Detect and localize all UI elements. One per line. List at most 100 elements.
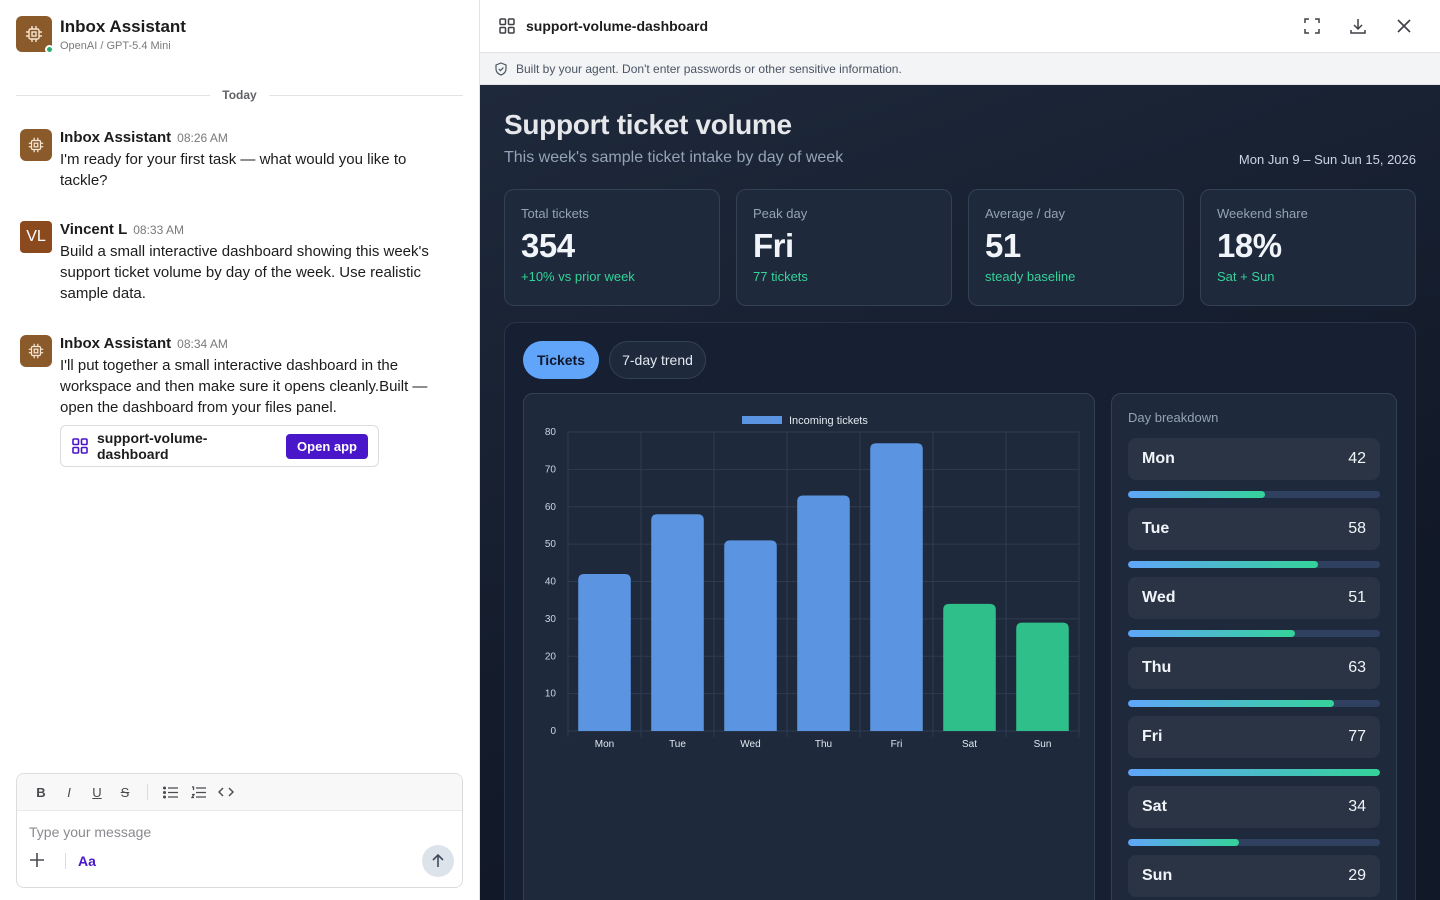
legend-label: Incoming tickets: [789, 415, 868, 427]
message: Inbox Assistant 08:34 AM I'll put togethe…: [20, 335, 450, 418]
assistant-avatar: [20, 335, 52, 367]
x-tick-label: Tue: [669, 739, 686, 750]
bar-sun[interactable]: [1016, 622, 1069, 731]
breakdown-row-box[interactable]: Sat 34: [1128, 785, 1380, 828]
assistant-avatar: [16, 16, 52, 52]
text-format-toggle[interactable]: Aa: [65, 853, 96, 869]
bar-mon[interactable]: [578, 574, 631, 731]
breakdown-row-mon[interactable]: Mon 42: [1128, 438, 1380, 498]
message-author[interactable]: Inbox Assistant: [60, 335, 172, 352]
kpi-card-total: Total tickets 354 +10% vs prior week: [504, 189, 720, 306]
bar-wed[interactable]: [724, 540, 777, 731]
breakdown-row-box[interactable]: Sun 29: [1128, 855, 1380, 897]
breakdown-progress-track: [1128, 491, 1380, 498]
dashboard: Support ticket volume This week's sample…: [480, 85, 1440, 900]
x-tick-label: Wed: [740, 739, 760, 750]
breakdown-day: Tue: [1142, 519, 1170, 537]
bar-tue[interactable]: [651, 514, 704, 731]
message-input[interactable]: Type your message: [29, 824, 152, 840]
breakdown-progress-fill: [1128, 560, 1318, 568]
download-button[interactable]: [1340, 17, 1376, 35]
breakdown-row-fri[interactable]: Fri 77: [1128, 716, 1380, 776]
x-tick-label: Sun: [1034, 739, 1052, 750]
expand-icon: [1304, 18, 1320, 34]
app-attachment-card[interactable]: support-volume-dashboard Open app: [60, 425, 379, 467]
user-avatar[interactable]: VL: [20, 221, 52, 253]
bold-button[interactable]: B: [36, 784, 46, 800]
kpi-value: 18%: [1217, 227, 1282, 264]
date-divider: Today: [16, 86, 464, 104]
send-button[interactable]: [422, 845, 454, 877]
y-tick-label: 20: [545, 651, 557, 662]
breakdown-row-thu[interactable]: Thu 63: [1128, 646, 1380, 707]
breakdown-progress-track: [1128, 699, 1380, 707]
breakdown-progress-fill: [1128, 699, 1335, 707]
close-button[interactable]: [1386, 19, 1422, 33]
bulleted-list-button[interactable]: [158, 780, 182, 804]
breakdown-day: Thu: [1142, 658, 1172, 676]
kpi-label: Weekend share: [1217, 206, 1308, 221]
message-author[interactable]: Vincent L: [60, 221, 128, 238]
breakdown-row-box[interactable]: Thu 63: [1128, 646, 1380, 689]
breakdown-row-box[interactable]: Mon 42: [1128, 438, 1380, 480]
date-range: Mon Jun 9 – Sun Jun 15, 2026: [1238, 152, 1416, 167]
x-tick-label: Fri: [891, 739, 903, 750]
kpi-sub: 77 tickets: [753, 269, 808, 284]
assistant-avatar: [20, 129, 52, 161]
message-text: I'll put together a small interactive da…: [60, 357, 428, 416]
online-status-dot: [45, 45, 54, 54]
chat-panel: Inbox Assistant OpenAI / GPT-5.4 Mini To…: [0, 0, 480, 900]
bar-chart[interactable]: 0 10 20 30 40 50 60 70 80 Incoming tickets Mon Tue W…: [524, 394, 1096, 900]
breakdown-row-box[interactable]: Tue 58: [1128, 507, 1380, 550]
italic-button[interactable]: I: [67, 784, 71, 800]
dashboard-subtitle: This week's sample ticket intake by day …: [504, 149, 844, 166]
strikethrough-button[interactable]: S: [120, 784, 130, 800]
chat-header: Inbox Assistant OpenAI / GPT-5.4 Mini: [16, 16, 186, 54]
breakdown-row-sun[interactable]: Sun 29: [1128, 855, 1380, 900]
breakdown-row-box[interactable]: Fri 77: [1128, 716, 1380, 758]
breakdown-row-sat[interactable]: Sat 34: [1128, 785, 1380, 846]
bar-fri[interactable]: [870, 443, 923, 731]
dashboard-title: Support ticket volume: [504, 109, 792, 140]
breakdown-progress-track: [1128, 769, 1380, 776]
breakdown-row-box[interactable]: Wed 51: [1128, 577, 1380, 619]
breakdown-value: 77: [1348, 728, 1366, 745]
breakdown-progress-fill: [1128, 491, 1266, 498]
numbered-list-button[interactable]: [186, 780, 210, 804]
kpi-card-average: Average / day 51 steady baseline: [968, 189, 1184, 306]
fullscreen-button[interactable]: [1294, 17, 1330, 35]
security-notice: Built by your agent. Don't enter passwor…: [480, 53, 1440, 85]
kpi-sub: Sat + Sun: [1217, 269, 1275, 284]
plus-icon: [30, 853, 44, 867]
chip-icon: [26, 26, 42, 42]
y-tick-label: 10: [545, 689, 557, 700]
open-app-button[interactable]: Open app: [286, 433, 368, 459]
kpi-label: Peak day: [753, 206, 808, 221]
panel-file-name: support-volume-dashboard: [526, 18, 709, 34]
notice-text: Built by your agent. Don't enter passwor…: [516, 61, 902, 76]
app-name: support-volume-dashboard: [97, 430, 208, 462]
kpi-label: Total tickets: [521, 206, 589, 221]
breakdown-value: 51: [1348, 589, 1366, 606]
tab-tickets[interactable]: Tickets: [523, 341, 599, 379]
y-tick-label: 40: [545, 577, 557, 588]
bar-thu[interactable]: [797, 495, 850, 731]
breakdown-day: Sat: [1142, 797, 1167, 815]
message-composer: B I U S Type your message: [16, 773, 463, 888]
underline-button[interactable]: U: [92, 784, 102, 800]
message: VL Vincent L 08:33 AM Build a small inter…: [20, 221, 450, 304]
tab-7-day-trend[interactable]: 7-day trend: [609, 341, 706, 379]
breakdown-row-tue[interactable]: Tue 58: [1128, 507, 1380, 568]
bar-sat[interactable]: [943, 603, 996, 731]
kpi-label: Average / day: [985, 206, 1065, 221]
add-attachment-button[interactable]: [29, 850, 51, 872]
breakdown-row-wed[interactable]: Wed 51: [1128, 577, 1380, 637]
close-icon: [1397, 19, 1411, 33]
x-tick-label: Mon: [595, 739, 614, 750]
code-button[interactable]: [214, 780, 238, 804]
legend-swatch: [742, 416, 782, 424]
breakdown-progress-track: [1128, 630, 1380, 637]
kpi-sub: steady baseline: [985, 269, 1076, 284]
message-author[interactable]: Inbox Assistant: [60, 129, 172, 146]
message-time: 08:34 AM: [177, 337, 228, 351]
